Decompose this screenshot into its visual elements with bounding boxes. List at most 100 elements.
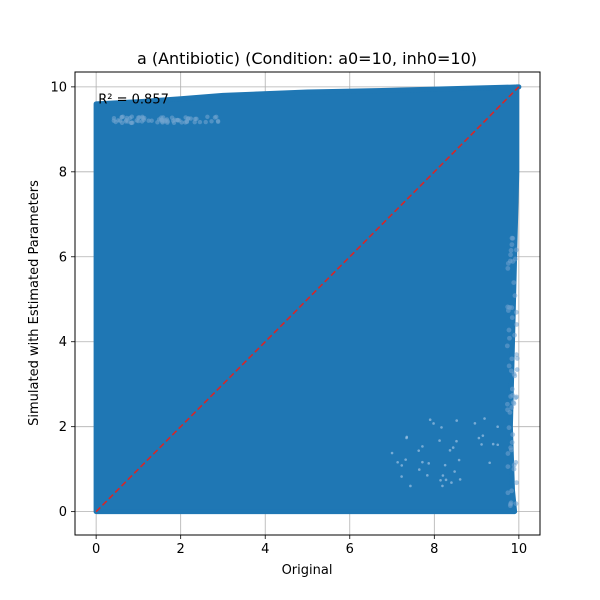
scatter-point [141, 117, 146, 123]
scatter-point [441, 484, 444, 488]
scatter-point [504, 343, 510, 349]
scatter-point [508, 445, 514, 451]
scatter-point [421, 445, 424, 448]
scatter-point [505, 265, 511, 271]
scatter-point [505, 308, 511, 313]
scatter-point [458, 478, 462, 481]
scatter-points [111, 114, 520, 509]
scatter-point [514, 322, 520, 327]
scatter-point [439, 478, 442, 482]
scatter-point [215, 118, 221, 124]
scatter-point [505, 464, 511, 469]
scatter-point [481, 434, 485, 437]
y-tick-label: 2 [59, 420, 67, 435]
scatter-point [505, 451, 511, 456]
scatter-point [440, 426, 443, 429]
scatter-point [509, 386, 515, 392]
scatter-point [171, 120, 177, 126]
scatter-point [197, 119, 203, 125]
scatter-point [117, 118, 123, 123]
scatter-point [512, 373, 518, 379]
scatter-point [477, 436, 481, 440]
scatter-point [509, 315, 515, 320]
scatter-point [444, 478, 448, 482]
scatter-point [510, 400, 516, 405]
scatter-point [505, 490, 511, 496]
scatter-point [192, 116, 198, 122]
scatter-point [512, 256, 518, 262]
scatter-point [514, 480, 519, 486]
scatter-point [405, 436, 408, 440]
x-axis-ticks: 0 2 4 6 8 10 [92, 535, 527, 557]
scatter-point [390, 451, 394, 455]
scatter-point [496, 443, 500, 447]
scatter-point [512, 293, 518, 299]
y-axis-ticks: 0 2 4 6 8 10 [50, 80, 75, 520]
scatter-point [183, 115, 188, 120]
x-tick-label: 4 [261, 542, 269, 557]
scatter-point [508, 394, 514, 399]
scatter-point [450, 481, 453, 484]
scatter-point [409, 484, 412, 488]
scatter-point [205, 114, 210, 120]
scatter-point [507, 258, 513, 264]
scatter-point [192, 119, 197, 125]
scatter-point [146, 118, 151, 123]
scatter-point [111, 115, 117, 121]
scatter-point [491, 442, 495, 446]
scatter-point [113, 119, 118, 125]
x-tick-label: 10 [511, 542, 528, 557]
scatter-point [513, 501, 519, 507]
scatter-point [120, 114, 126, 119]
scatter-point [149, 118, 154, 123]
x-tick-label: 8 [430, 542, 438, 557]
scatter-point [188, 116, 193, 121]
scatter-point [417, 468, 421, 471]
scatter-point [428, 418, 432, 422]
scatter-point [513, 459, 519, 465]
x-tick-label: 2 [177, 542, 185, 557]
identity-reference-line [95, 86, 520, 513]
scatter-point [136, 118, 141, 124]
scatter-point [509, 356, 515, 362]
scatter-point [455, 419, 459, 422]
scatter-point [488, 461, 491, 465]
scatter-point [508, 500, 514, 506]
scatter-point [443, 463, 447, 467]
scatter-point [483, 417, 486, 420]
chart-title: a (Antibiotic) (Condition: a0=10, inh0=1… [137, 49, 477, 68]
scatter-point [514, 367, 520, 372]
scatter-point [508, 248, 514, 253]
scatter-point [127, 115, 133, 121]
r-squared-annotation: R² = 0.857 [98, 93, 169, 108]
scatter-point [426, 474, 429, 477]
scatter-point [505, 407, 510, 413]
scatter-point [438, 439, 441, 442]
scatter-point [480, 443, 483, 446]
scatter-point [508, 252, 513, 258]
x-tick-label: 6 [346, 542, 354, 557]
scatter-point [155, 120, 160, 125]
x-tick-label: 0 [92, 542, 100, 557]
plot-frame [74, 71, 541, 536]
scatter-point [404, 458, 407, 461]
scatter-point [448, 449, 452, 452]
scatter-point [505, 304, 511, 310]
scatter-point [513, 309, 519, 315]
scatter-point [514, 356, 520, 361]
scatter-point [128, 120, 134, 126]
scatter-point [514, 352, 519, 358]
scatter-point [203, 119, 208, 125]
scatter-point [509, 440, 515, 445]
y-tick-label: 6 [59, 250, 67, 265]
scatter-point [163, 118, 168, 123]
scatter-point [209, 119, 214, 124]
scatter-point [212, 115, 218, 120]
scatter-point [510, 432, 516, 438]
scatter-point [421, 460, 424, 464]
x-axis-label: Original [282, 563, 333, 578]
scatter-point [504, 401, 510, 407]
scatter-point [455, 439, 458, 443]
scatter-point [509, 405, 515, 410]
scatter-point [453, 470, 456, 473]
